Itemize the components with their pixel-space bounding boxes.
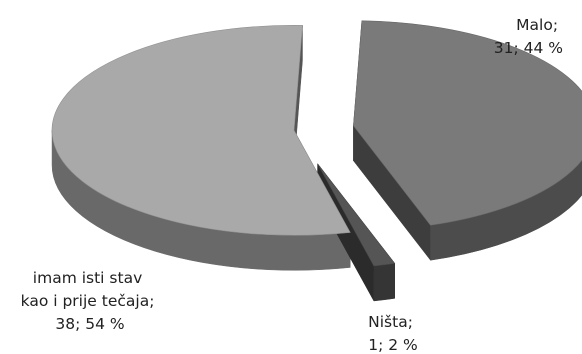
pie-slice-2-top xyxy=(51,25,351,236)
slice-label-malo: Malo; 31; 44 % xyxy=(494,16,563,57)
pie-slice-1-top xyxy=(317,163,396,267)
slice-label-isti-stav-line3: 38; 54 % xyxy=(55,315,124,333)
slice-label-isti-stav-line1: imam isti stav xyxy=(33,269,142,287)
slice-label-malo-line2: 31; 44 % xyxy=(494,39,563,57)
pie-slice-1-side xyxy=(373,263,395,302)
slice-label-malo-line1: Malo; xyxy=(516,16,558,34)
slice-label-nista-line2: 1; 2 % xyxy=(368,336,418,354)
slice-label-nista: Ništa; 1; 2 % xyxy=(368,313,418,354)
pie-top-layer xyxy=(51,20,582,267)
pie-slice-0-top xyxy=(353,20,582,226)
slice-label-nista-line1: Ništa; xyxy=(368,313,413,331)
slice-label-isti-stav-line2: kao i prije tečaja; xyxy=(21,292,155,310)
slice-label-isti-stav: imam isti stav kao i prije tečaja; 38; 5… xyxy=(21,269,160,333)
